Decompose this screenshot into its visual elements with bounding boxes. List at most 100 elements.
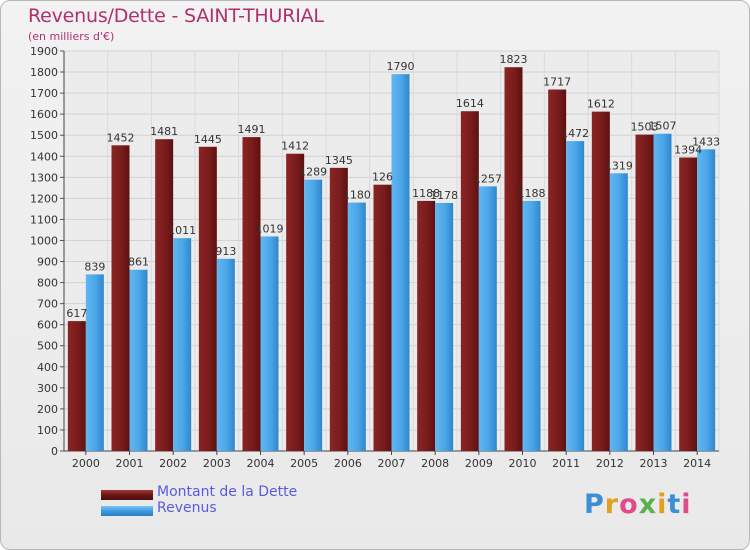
data-label: 1412 <box>281 140 309 153</box>
data-label-layer: 617 839 1452 861 1481 1011 1445 913 1491 1019 1412… <box>66 53 720 320</box>
x-tick-label: 2006 <box>334 457 362 470</box>
data-label: 1433 <box>692 135 720 148</box>
y-tick-label: 1900 <box>30 45 58 58</box>
y-tick-label: 700 <box>37 298 58 311</box>
y-tick-label: 1500 <box>30 129 58 142</box>
y-tick-label: 900 <box>37 256 58 269</box>
data-label: 1394 <box>674 144 702 157</box>
logo-letter: r <box>604 489 620 520</box>
bar-revenue <box>304 179 323 451</box>
data-label: 1188 <box>412 187 440 200</box>
bar-revenue <box>173 238 192 451</box>
legend-label-debt: Montant de la Dette <box>157 484 298 500</box>
y-tick-label: 200 <box>37 403 58 416</box>
data-label: 126 <box>372 171 393 184</box>
data-label: 1491 <box>238 123 266 136</box>
logo-letter: o <box>619 489 639 520</box>
bar-debt <box>111 145 130 451</box>
bar-debt <box>460 111 479 452</box>
y-tick-label: 800 <box>37 277 58 290</box>
bar-revenue <box>391 74 410 451</box>
data-label: 1614 <box>456 97 484 110</box>
logo-letter: i <box>681 489 692 520</box>
bar-debt <box>155 139 174 452</box>
y-tick-label: 400 <box>37 361 58 374</box>
data-label: 1503 <box>631 121 659 134</box>
data-label: 1188 <box>518 187 546 200</box>
data-label: 1345 <box>325 154 353 167</box>
y-tick-label: 1200 <box>30 192 58 205</box>
y-tick-label: 1600 <box>30 108 58 121</box>
y-tick-label: 600 <box>37 319 58 332</box>
data-label: 1178 <box>430 189 458 202</box>
data-label: 1319 <box>605 159 633 172</box>
bar-revenue <box>697 149 716 451</box>
data-label: 1445 <box>194 133 222 146</box>
bar-debt <box>591 111 610 451</box>
data-label: 1790 <box>387 60 415 73</box>
bar-layer <box>67 67 716 452</box>
y-tick-label: 0 <box>51 445 58 458</box>
bar-revenue <box>609 173 628 451</box>
legend-swatch-debt <box>101 490 153 500</box>
data-label: 1011 <box>168 224 196 237</box>
logo-letter: i <box>657 489 668 520</box>
x-tick-label: 2002 <box>159 457 187 470</box>
x-tick-label: 2008 <box>421 457 449 470</box>
y-tick-label: 1700 <box>30 87 58 100</box>
data-label: 1257 <box>474 172 502 185</box>
bar-revenue <box>260 236 279 451</box>
x-tick-label: 2009 <box>465 457 493 470</box>
x-tick-label: 2013 <box>640 457 668 470</box>
data-label: 1823 <box>500 53 528 66</box>
bar-revenue <box>478 186 497 452</box>
bar-debt <box>67 321 86 451</box>
bar-revenue <box>522 200 541 451</box>
legend-label-revenue: Revenus <box>157 500 217 516</box>
bar-debt <box>635 134 654 451</box>
bar-revenue <box>566 141 585 451</box>
bar-debt <box>329 167 348 451</box>
y-tick-label: 1100 <box>30 213 58 226</box>
bar-debt <box>548 89 567 452</box>
y-tick-label: 1000 <box>30 234 58 247</box>
bar-debt <box>504 67 523 452</box>
logo-letter: t <box>667 489 682 520</box>
data-label: 617 <box>66 307 87 320</box>
y-tick-label: 300 <box>37 382 58 395</box>
y-tick-label: 1300 <box>30 171 58 184</box>
x-tick-label: 2011 <box>552 457 580 470</box>
logo-letter: x <box>638 489 658 520</box>
data-label: 1507 <box>649 120 677 133</box>
data-label: 913 <box>215 245 236 258</box>
bar-revenue <box>347 202 366 451</box>
data-label: 1180 <box>343 189 371 202</box>
y-tick-label: 100 <box>37 424 58 437</box>
bar-revenue <box>216 258 235 451</box>
bar-revenue <box>653 133 672 451</box>
y-tick-label: 1400 <box>30 150 58 163</box>
x-tick-label: 2012 <box>596 457 624 470</box>
data-label: 1289 <box>299 166 327 179</box>
x-tick-label: 2010 <box>509 457 537 470</box>
y-tick-label: 1800 <box>30 66 58 79</box>
bar-debt <box>242 137 261 451</box>
data-label: 839 <box>84 260 105 273</box>
bar-debt <box>417 200 436 451</box>
axis-layer: 0 100 200 300 400 500 600 700 800 900 1000 1100 1200… <box>30 45 719 470</box>
x-tick-label: 2014 <box>683 457 711 470</box>
chart-subtitle: (en milliers d'€) <box>28 30 115 43</box>
x-tick-label: 2003 <box>203 457 231 470</box>
bar-debt <box>679 157 698 452</box>
bar-revenue <box>85 274 104 451</box>
bar-debt <box>198 146 217 451</box>
x-tick-label: 2000 <box>72 457 100 470</box>
legend-swatch-revenue <box>101 506 153 516</box>
x-tick-label: 2001 <box>116 457 144 470</box>
data-label: 1717 <box>543 76 571 89</box>
logo-letter: P <box>584 489 605 520</box>
data-label: 1452 <box>107 131 135 144</box>
bar-debt <box>286 153 305 451</box>
